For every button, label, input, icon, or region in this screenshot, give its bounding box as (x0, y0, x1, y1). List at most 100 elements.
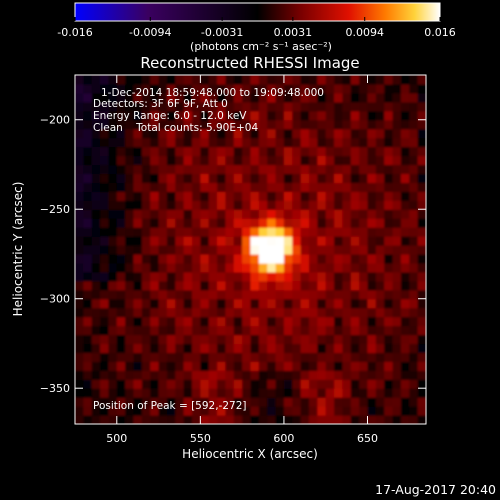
heatmap-cell (183, 388, 193, 398)
heatmap-cell (116, 236, 126, 246)
heatmap-cell (317, 146, 327, 157)
heatmap-cell (350, 415, 360, 424)
heatmap-cell (158, 137, 168, 148)
heatmap-cell (292, 316, 302, 327)
heatmap-cell (342, 218, 352, 228)
heatmap-cell (108, 164, 118, 175)
heatmap-cell (150, 262, 160, 273)
heatmap-cell (275, 388, 285, 398)
heatmap-cell (400, 146, 410, 157)
heatmap-cell (275, 83, 285, 94)
heatmap-cell (283, 119, 293, 130)
heatmap-cell (125, 262, 135, 273)
heatmap-cell (309, 164, 318, 175)
heatmap-cell (375, 75, 385, 85)
heatmap-cell (116, 110, 126, 121)
heatmap-cell (300, 209, 310, 219)
heatmap-cell (375, 325, 385, 336)
heatmap-cell (334, 83, 344, 94)
heatmap-cell (292, 245, 302, 255)
heatmap-cell (208, 101, 218, 112)
heatmap-cell (91, 325, 101, 336)
heatmap-cell (400, 271, 410, 282)
heatmap-cell (275, 325, 285, 336)
heatmap-cell (292, 209, 302, 219)
heatmap-cell (108, 245, 118, 255)
heatmap-cell (217, 119, 227, 130)
heatmap-cell (367, 75, 377, 85)
heatmap-cell (225, 415, 235, 424)
heatmap-cell (359, 119, 369, 130)
y-axis-title: Heliocentric Y (arcsec) (11, 182, 25, 317)
heatmap-cell (125, 298, 135, 309)
heatmap-cell (150, 388, 160, 398)
heatmap-cell (384, 370, 394, 380)
heatmap-cell (116, 370, 126, 380)
heatmap-cell (133, 343, 143, 354)
heatmap-cell (158, 271, 168, 282)
heatmap-cell (141, 415, 151, 424)
colorbar: -0.016 -0.0094 -0.0031 0.0031 0.0094 0.016 (p… (57, 2, 456, 53)
heatmap-cell (275, 191, 285, 201)
heatmap-cell (275, 200, 285, 210)
heatmap-cell (100, 173, 110, 183)
heatmap-cell (183, 361, 193, 371)
heatmap-cell (225, 137, 235, 148)
heatmap-cell (225, 316, 235, 327)
heatmap-cell (275, 253, 285, 264)
heatmap-cell (141, 209, 151, 219)
heatmap-cell (133, 280, 143, 291)
heatmap-cell (334, 352, 344, 362)
heatmap-cell (375, 388, 385, 398)
heatmap-cell (334, 182, 344, 192)
colorbar-tick-label: -0.0031 (201, 26, 243, 39)
heatmap-cell (267, 298, 277, 309)
heatmap-cell (125, 191, 135, 201)
heatmap-cell (108, 361, 118, 371)
heatmap-cell (183, 334, 193, 345)
heatmap-cell (100, 218, 110, 228)
heatmap-cell (141, 75, 151, 85)
heatmap-cell (208, 289, 218, 300)
heatmap-cell (141, 110, 151, 121)
heatmap-cell (208, 406, 218, 416)
heatmap-cell (283, 137, 293, 148)
heatmap-cell (208, 361, 218, 371)
heatmap-cell (367, 137, 377, 148)
heatmap-cell (175, 173, 185, 183)
heatmap-cell (116, 227, 126, 237)
heatmap-cell (200, 101, 210, 112)
heatmap-cell (133, 164, 143, 175)
heatmap-cell (275, 236, 285, 246)
heatmap-cell (166, 137, 176, 148)
heatmap-cell (83, 182, 93, 192)
heatmap-cell (158, 245, 168, 255)
heatmap-cell (91, 352, 101, 362)
heatmap-cell (275, 75, 285, 85)
heatmap-cell (200, 209, 210, 219)
heatmap-cell (75, 218, 84, 228)
heatmap-cell (258, 379, 268, 389)
heatmap-cell (300, 164, 310, 175)
heatmap-cell (150, 415, 160, 424)
heatmap-cell (417, 298, 426, 309)
heatmap-cell (83, 75, 93, 85)
heatmap-cell (359, 271, 369, 282)
heatmap-cell (359, 397, 369, 407)
heatmap-cell (417, 236, 426, 246)
heatmap-cell (150, 227, 160, 237)
heatmap-cell (375, 92, 385, 103)
heatmap-cell (359, 334, 369, 345)
heatmap-cell (75, 209, 84, 219)
heatmap-cell (250, 137, 260, 148)
heatmap-cell (108, 101, 118, 112)
heatmap-cell (283, 343, 293, 354)
heatmap-cell (225, 209, 235, 219)
heatmap-cell (309, 119, 318, 130)
heatmap-cell (158, 218, 168, 228)
heatmap-cell (158, 119, 168, 130)
heatmap-cell (283, 209, 293, 219)
heatmap-cell (317, 137, 327, 148)
heatmap-cell (359, 307, 369, 318)
heatmap-cell (350, 218, 360, 228)
